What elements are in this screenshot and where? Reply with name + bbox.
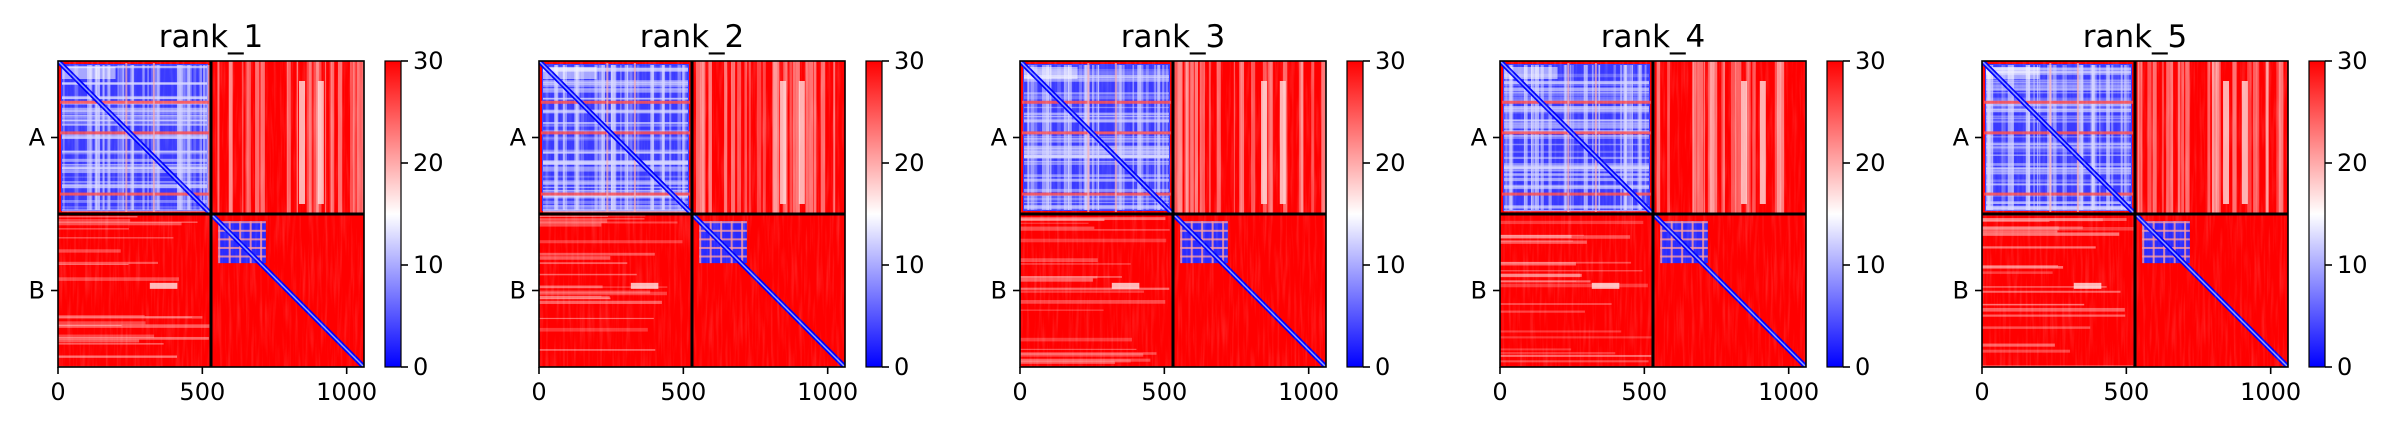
x-tick-label: 0 [531, 378, 546, 406]
axes-frame [1019, 60, 1327, 368]
x-tick-label: 1000 [316, 378, 377, 406]
colorbar-tick-label: 10 [1375, 251, 1406, 279]
colorbar-tick-label: 30 [1375, 47, 1406, 75]
chart-title: rank_2 [640, 19, 745, 55]
chain-label-b: B [991, 277, 1007, 305]
x-tick-label: 500 [1621, 378, 1667, 406]
panel-4: rank_4 0 500 1000 A B 0 10 20 30 [1471, 19, 1886, 406]
chain-label-a: A [29, 124, 46, 152]
colorbar-tick-label: 0 [2337, 353, 2352, 381]
panel-2: rank_2 0 500 1000 A B 0 10 20 30 [510, 19, 925, 406]
axes-frame [1981, 60, 2289, 368]
colorbar-tick-label: 30 [2337, 47, 2368, 75]
axes-frame [538, 60, 846, 368]
colorbar [1346, 60, 1364, 368]
x-tick-label: 1000 [797, 378, 858, 406]
colorbar-tick-label: 20 [1375, 149, 1406, 177]
chain-label-a: A [991, 124, 1008, 152]
colorbar-tick-label: 30 [1855, 47, 1886, 75]
panel-1: rank_1 0 500 1000 A B 0 10 20 30 [29, 19, 444, 406]
axes-frame [1499, 60, 1807, 368]
x-tick-label: 500 [179, 378, 225, 406]
colorbar [384, 60, 402, 368]
colorbar-tick-label: 0 [413, 353, 428, 381]
chain-label-b: B [1471, 277, 1487, 305]
chart-title: rank_5 [2083, 19, 2188, 55]
colorbar-tick-label: 20 [894, 149, 925, 177]
chain-label-a: A [1953, 124, 1970, 152]
chart-title: rank_3 [1121, 19, 1226, 55]
colorbar-tick-label: 10 [894, 251, 925, 279]
colorbar-tick-label: 20 [1855, 149, 1886, 177]
colorbar-tick-label: 0 [1375, 353, 1390, 381]
x-tick-label: 500 [1141, 378, 1187, 406]
x-tick-label: 1000 [1758, 378, 1819, 406]
panel-3: rank_3 0 500 1000 A B 0 10 20 30 [991, 19, 1406, 406]
colorbar [865, 60, 883, 368]
x-tick-label: 0 [50, 378, 65, 406]
colorbar [1826, 60, 1844, 368]
chain-label-a: A [510, 124, 527, 152]
panel-5: rank_5 0 500 1000 A B 0 10 20 30 [1953, 19, 2368, 406]
x-tick-label: 0 [1492, 378, 1507, 406]
x-tick-label: 0 [1012, 378, 1027, 406]
chart-title: rank_1 [159, 19, 264, 55]
chain-label-b: B [510, 277, 526, 305]
x-tick-label: 500 [2103, 378, 2149, 406]
chain-label-b: B [29, 277, 45, 305]
colorbar-tick-label: 10 [1855, 251, 1886, 279]
x-tick-label: 0 [1974, 378, 1989, 406]
x-tick-label: 500 [660, 378, 706, 406]
axes-frame [57, 60, 365, 368]
colorbar-tick-label: 10 [413, 251, 444, 279]
colorbar-tick-label: 0 [1855, 353, 1870, 381]
chain-label-b: B [1953, 277, 1969, 305]
colorbar-tick-label: 0 [894, 353, 909, 381]
colorbar-tick-label: 30 [894, 47, 925, 75]
colorbar-tick-label: 20 [2337, 149, 2368, 177]
x-tick-label: 1000 [2240, 378, 2301, 406]
colorbar-tick-label: 10 [2337, 251, 2368, 279]
colorbar-tick-label: 20 [413, 149, 444, 177]
colorbar [2308, 60, 2326, 368]
chart-title: rank_4 [1601, 19, 1706, 55]
chain-label-a: A [1471, 124, 1488, 152]
x-tick-label: 1000 [1278, 378, 1339, 406]
colorbar-tick-label: 30 [413, 47, 444, 75]
